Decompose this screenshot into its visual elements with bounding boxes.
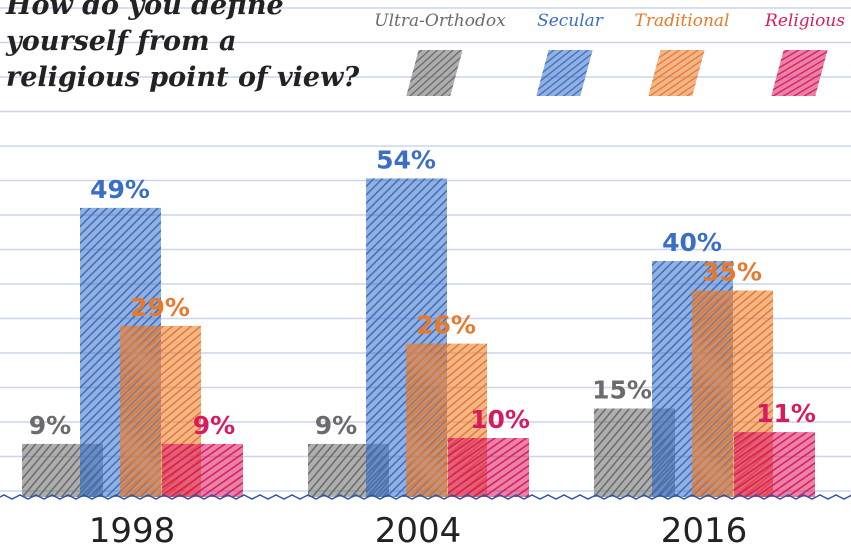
bar (448, 438, 529, 497)
value-label: 29% (130, 293, 190, 322)
value-label: 10% (470, 405, 530, 434)
x-tick-label: 1998 (89, 511, 176, 551)
chart-title: How do you define yourself from a religi… (6, 0, 360, 93)
legend-swatch (536, 50, 593, 96)
value-label: 11% (756, 399, 816, 428)
value-label: 9% (193, 411, 235, 440)
value-label: 49% (90, 175, 150, 204)
value-label: 54% (376, 145, 436, 174)
value-label: 15% (592, 376, 652, 405)
legend-label: Religious (764, 11, 845, 31)
legend-swatch (771, 50, 828, 96)
bar (734, 432, 815, 497)
x-tick-label: 2004 (375, 511, 462, 551)
legend-label: Ultra-Orthodox (374, 11, 506, 31)
value-label: 40% (662, 228, 722, 257)
value-label: 35% (702, 258, 762, 287)
value-label: 26% (416, 311, 476, 340)
legend-label: Traditional (635, 11, 730, 31)
legend-swatch (648, 50, 705, 96)
x-tick-label: 2016 (661, 511, 748, 551)
value-label: 9% (315, 411, 357, 440)
value-label: 9% (29, 411, 71, 440)
legend-swatch (406, 50, 463, 96)
baseline (0, 494, 851, 500)
bar (162, 443, 243, 497)
legend-label: Secular (537, 11, 604, 31)
